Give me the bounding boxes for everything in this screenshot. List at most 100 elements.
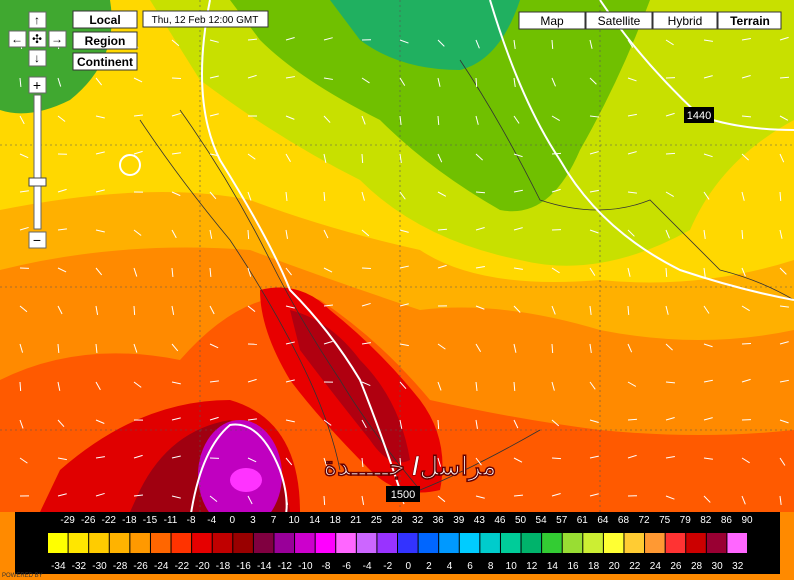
legend-swatch <box>151 533 171 553</box>
legend-label: -32 <box>72 561 87 572</box>
legend-label: 72 <box>638 515 650 526</box>
legend-swatch <box>522 533 542 553</box>
wind-arrow <box>742 343 751 344</box>
legend-label: 30 <box>712 561 724 572</box>
legend-swatch <box>110 533 130 553</box>
legend-swatch <box>501 533 521 553</box>
legend-label: 82 <box>700 515 712 526</box>
map-type-label: Map <box>540 14 564 28</box>
legend-label: -22 <box>175 561 190 572</box>
legend-swatch <box>624 533 644 553</box>
legend-label: 79 <box>680 515 692 526</box>
legend-swatch <box>583 533 603 553</box>
legend-label: 14 <box>309 515 321 526</box>
view-label: Region <box>85 34 126 48</box>
legend-label: -11 <box>164 515 178 526</box>
legend-label: 0 <box>406 561 412 572</box>
legend-swatch <box>233 533 253 553</box>
contour-label: 1440 <box>687 110 711 122</box>
wind-arrow <box>476 78 477 87</box>
watermark: مراسل/ جـــــدة <box>324 451 497 482</box>
map-type-label: Terrain <box>730 14 770 28</box>
legend-swatch <box>666 533 686 553</box>
legend-swatch <box>357 533 377 553</box>
pan-label: ← <box>11 32 23 46</box>
legend-label: 54 <box>536 515 548 526</box>
legend-swatch <box>48 533 68 553</box>
legend-label: -12 <box>278 561 293 572</box>
wind-arrow <box>20 382 21 391</box>
legend-swatch <box>686 533 706 553</box>
wind-arrow <box>552 153 561 154</box>
legend-label: 18 <box>588 561 600 572</box>
legend-swatch <box>398 533 418 553</box>
legend-label: -29 <box>60 515 75 526</box>
zoom-track <box>34 95 41 229</box>
legend-swatch <box>295 533 315 553</box>
wind-arrow <box>552 344 553 353</box>
zoom-label: + <box>33 77 41 93</box>
wind-arrow <box>134 306 135 315</box>
legend-label: -30 <box>92 561 107 572</box>
map-type-buttons: Map Satellite Hybrid Terrain <box>519 12 781 29</box>
legend-label: -22 <box>102 515 117 526</box>
zoom-slider[interactable] <box>29 178 46 186</box>
legend-label: -18 <box>122 515 137 526</box>
pan-label: ✣ <box>32 32 42 46</box>
contour-label: 1500 <box>391 489 415 501</box>
legend-label: -24 <box>154 561 169 572</box>
legend-label: 20 <box>609 561 621 572</box>
legend-label: 10 <box>288 515 300 526</box>
legend-label: -20 <box>195 561 210 572</box>
legend-label: 12 <box>526 561 538 572</box>
footer: POWERED BY <box>2 573 43 579</box>
legend-label: -28 <box>113 561 128 572</box>
view-label: Continent <box>77 55 133 69</box>
legend-label: 90 <box>741 515 753 526</box>
wind-arrow <box>666 153 675 154</box>
legend-swatch <box>89 533 109 553</box>
legend-label: -15 <box>143 515 158 526</box>
legend-swatch <box>707 533 727 553</box>
legend-label: 26 <box>670 561 682 572</box>
wind-arrow <box>362 268 371 269</box>
legend-label: 21 <box>350 515 362 526</box>
legend-swatch <box>254 533 274 553</box>
legend-label: 50 <box>515 515 527 526</box>
legend-label: 61 <box>577 515 589 526</box>
wind-arrow <box>552 458 561 459</box>
legend-label: 10 <box>506 561 518 572</box>
legend-label: -14 <box>257 561 272 572</box>
legend-label: 32 <box>732 561 744 572</box>
legend-label: -8 <box>187 515 196 526</box>
legend-swatch <box>460 533 480 553</box>
legend-swatch <box>130 533 150 553</box>
legend-label: -26 <box>133 561 148 572</box>
view-label: Local <box>89 13 120 27</box>
wind-arrow <box>324 496 325 505</box>
legend-label: 24 <box>650 561 662 572</box>
pan-label: ↑ <box>34 13 40 27</box>
legend-label: 86 <box>721 515 733 526</box>
wind-arrow <box>552 40 553 49</box>
map-type-label: Hybrid <box>668 14 703 28</box>
legend-label: -10 <box>298 561 313 572</box>
legend-label: 64 <box>597 515 609 526</box>
legend-label: 32 <box>412 515 424 526</box>
legend-swatch <box>419 533 439 553</box>
legend-label: 22 <box>629 561 641 572</box>
legend-label: -16 <box>236 561 251 572</box>
legend-label: 28 <box>691 561 703 572</box>
timestamp: Thu, 12 Feb 12:00 GMT <box>152 15 259 26</box>
legend-label: 14 <box>547 561 559 572</box>
legend-label: 0 <box>230 515 236 526</box>
legend-label: 16 <box>567 561 579 572</box>
legend-swatch <box>480 533 500 553</box>
zone <box>230 468 262 492</box>
legend-swatch <box>542 533 562 553</box>
legend-label: -26 <box>81 515 96 526</box>
legend-label: -18 <box>216 561 231 572</box>
wind-arrow <box>248 230 249 239</box>
legend-label: -2 <box>383 561 392 572</box>
